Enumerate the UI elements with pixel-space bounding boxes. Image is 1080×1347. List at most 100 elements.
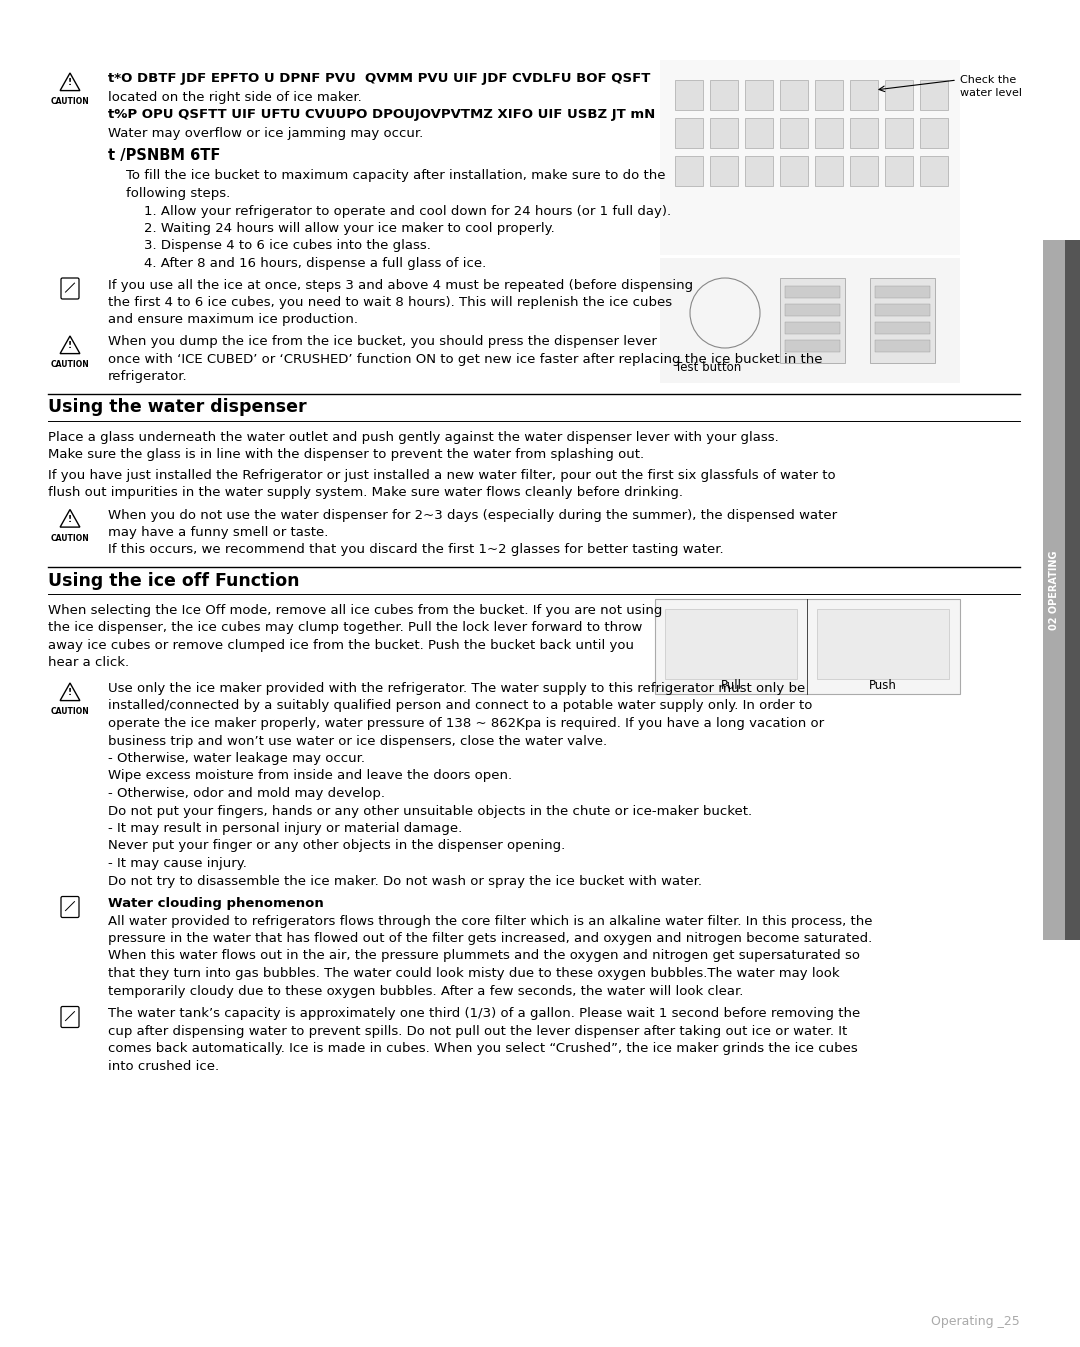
Text: 1. Allow your refrigerator to operate and cool down for 24 hours (or 1 full day): 1. Allow your refrigerator to operate an… — [144, 205, 671, 217]
Text: cup after dispensing water to prevent spills. Do not pull out the lever dispense: cup after dispensing water to prevent sp… — [108, 1025, 847, 1037]
Text: If you use all the ice at once, steps 3 and above 4 must be repeated (before dis: If you use all the ice at once, steps 3 … — [108, 279, 693, 291]
Text: !: ! — [68, 515, 72, 524]
Text: CAUTION: CAUTION — [51, 360, 90, 369]
Text: - Otherwise, water leakage may occur.: - Otherwise, water leakage may occur. — [108, 752, 365, 765]
Bar — [870, 277, 935, 362]
Bar — [850, 79, 878, 110]
Text: hear a click.: hear a click. — [48, 656, 130, 669]
Text: may have a funny smell or taste.: may have a funny smell or taste. — [108, 525, 328, 539]
Text: !: ! — [68, 341, 72, 350]
Bar — [785, 304, 840, 317]
Text: Place a glass underneath the water outlet and push gently against the water disp: Place a glass underneath the water outle… — [48, 431, 779, 443]
Text: When this water flows out in the air, the pressure plummets and the oxygen and n: When this water flows out in the air, th… — [108, 950, 860, 963]
Text: Using the water dispenser: Using the water dispenser — [48, 399, 307, 416]
Text: business trip and won’t use water or ice dispensers, close the water valve.: business trip and won’t use water or ice… — [108, 734, 607, 748]
Text: Use only the ice maker provided with the refrigerator. The water supply to this : Use only the ice maker provided with the… — [108, 682, 806, 695]
Text: Test button: Test button — [675, 361, 741, 374]
Text: water level: water level — [960, 88, 1022, 98]
Text: Push: Push — [869, 679, 896, 692]
Text: Wipe excess moisture from inside and leave the doors open.: Wipe excess moisture from inside and lea… — [108, 769, 512, 783]
Text: the first 4 to 6 ice cubes, you need to wait 8 hours). This will replenish the i: the first 4 to 6 ice cubes, you need to … — [108, 296, 672, 308]
Bar — [654, 599, 960, 694]
Text: Never put your finger or any other objects in the dispenser opening.: Never put your finger or any other objec… — [108, 839, 565, 853]
Bar — [885, 79, 913, 110]
Text: !: ! — [68, 78, 72, 88]
Bar — [875, 339, 930, 352]
Bar — [1043, 240, 1065, 940]
Text: - It may result in personal injury or material damage.: - It may result in personal injury or ma… — [108, 822, 462, 835]
Bar — [885, 156, 913, 186]
Text: When you dump the ice from the ice bucket, you should press the dispenser lever: When you dump the ice from the ice bucke… — [108, 335, 657, 348]
Text: Operating _25: Operating _25 — [931, 1315, 1020, 1328]
Text: and ensure maximum ice production.: and ensure maximum ice production. — [108, 314, 357, 326]
Text: the ice dispenser, the ice cubes may clump together. Pull the lock lever forward: the ice dispenser, the ice cubes may clu… — [48, 621, 643, 634]
Bar — [660, 61, 960, 255]
Bar — [920, 79, 948, 110]
Text: into crushed ice.: into crushed ice. — [108, 1060, 219, 1072]
Text: CAUTION: CAUTION — [51, 97, 90, 106]
Text: operate the ice maker properly, water pressure of 138 ~ 862Kpa is required. If y: operate the ice maker properly, water pr… — [108, 717, 824, 730]
Bar — [785, 286, 840, 298]
Bar — [780, 119, 808, 148]
Text: once with ‘ICE CUBED’ or ‘CRUSHED’ function ON to get new ice faster after repla: once with ‘ICE CUBED’ or ‘CRUSHED’ funct… — [108, 353, 823, 365]
Text: When selecting the Ice Off mode, remove all ice cubes from the bucket. If you ar: When selecting the Ice Off mode, remove … — [48, 603, 662, 617]
Text: The water tank’s capacity is approximately one third (1/3) of a gallon. Please w: The water tank’s capacity is approximate… — [108, 1008, 861, 1020]
Bar — [816, 609, 949, 679]
Text: 4. After 8 and 16 hours, dispense a full glass of ice.: 4. After 8 and 16 hours, dispense a full… — [144, 257, 486, 269]
Text: When you do not use the water dispenser for 2~3 days (especially during the summ: When you do not use the water dispenser … — [108, 509, 837, 521]
Bar — [920, 119, 948, 148]
Text: located on the right side of ice maker.: located on the right side of ice maker. — [108, 90, 362, 104]
Text: flush out impurities in the water supply system. Make sure water flows cleanly b: flush out impurities in the water supply… — [48, 486, 683, 498]
Bar — [665, 609, 797, 679]
Text: 2. Waiting 24 hours will allow your ice maker to cool properly.: 2. Waiting 24 hours will allow your ice … — [144, 222, 555, 234]
Text: Make sure the glass is in line with the dispenser to prevent the water from spla: Make sure the glass is in line with the … — [48, 449, 644, 461]
Bar — [920, 156, 948, 186]
Bar — [875, 286, 930, 298]
Text: To fill the ice bucket to maximum capacity after installation, make sure to do t: To fill the ice bucket to maximum capaci… — [126, 170, 665, 182]
Bar — [815, 156, 843, 186]
Text: Using the ice off Function: Using the ice off Function — [48, 572, 299, 590]
Bar — [675, 156, 703, 186]
Text: Do not try to disassemble the ice maker. Do not wash or spray the ice bucket wit: Do not try to disassemble the ice maker.… — [108, 874, 702, 888]
Text: t*O DBTF JDF EPFTO U DPNF PVU  QVMM PVU UIF JDF CVDLFU BOF QSFT: t*O DBTF JDF EPFTO U DPNF PVU QVMM PVU U… — [108, 71, 650, 85]
Bar — [675, 79, 703, 110]
Text: t /PSNBM 6TF: t /PSNBM 6TF — [108, 148, 220, 163]
Bar — [745, 156, 773, 186]
Text: Pull: Pull — [720, 679, 742, 692]
Bar — [1065, 240, 1080, 940]
Text: Check the: Check the — [960, 75, 1016, 85]
Bar — [815, 119, 843, 148]
Bar — [710, 156, 738, 186]
Bar — [885, 119, 913, 148]
Text: CAUTION: CAUTION — [51, 707, 90, 717]
Bar — [745, 79, 773, 110]
Bar — [815, 79, 843, 110]
Text: comes back automatically. Ice is made in cubes. When you select “Crushed”, the i: comes back automatically. Ice is made in… — [108, 1043, 858, 1055]
Text: !: ! — [68, 688, 72, 698]
Text: If this occurs, we recommend that you discard the first 1~2 glasses for better t: If this occurs, we recommend that you di… — [108, 543, 724, 556]
Bar — [785, 322, 840, 334]
Text: Water clouding phenomenon: Water clouding phenomenon — [108, 897, 324, 911]
Bar — [780, 277, 845, 362]
Text: - Otherwise, odor and mold may develop.: - Otherwise, odor and mold may develop. — [108, 787, 384, 800]
Bar — [780, 79, 808, 110]
Text: 02 OPERATING: 02 OPERATING — [1049, 551, 1059, 630]
Bar — [710, 119, 738, 148]
Bar — [710, 79, 738, 110]
Text: installed/connected by a suitably qualified person and connect to a potable wate: installed/connected by a suitably qualif… — [108, 699, 812, 713]
Text: that they turn into gas bubbles. The water could look misty due to these oxygen : that they turn into gas bubbles. The wat… — [108, 967, 839, 981]
Bar — [745, 119, 773, 148]
Text: Water may overflow or ice jamming may occur.: Water may overflow or ice jamming may oc… — [108, 127, 423, 140]
Bar — [780, 156, 808, 186]
Text: Do not put your fingers, hands or any other unsuitable objects in the chute or i: Do not put your fingers, hands or any ot… — [108, 804, 752, 818]
Bar — [850, 119, 878, 148]
Text: following steps.: following steps. — [126, 187, 230, 199]
Text: - It may cause injury.: - It may cause injury. — [108, 857, 247, 870]
Bar — [850, 156, 878, 186]
Text: temporarily cloudy due to these oxygen bubbles. After a few seconds, the water w: temporarily cloudy due to these oxygen b… — [108, 985, 743, 998]
Bar — [875, 304, 930, 317]
Text: t%P OPU QSFTT UIF UFTU CVUUPO DPOUJOVPVTMZ XIFO UIF USBZ JT mN: t%P OPU QSFTT UIF UFTU CVUUPO DPOUJOVPVT… — [108, 108, 656, 121]
Text: CAUTION: CAUTION — [51, 533, 90, 543]
Text: 3. Dispense 4 to 6 ice cubes into the glass.: 3. Dispense 4 to 6 ice cubes into the gl… — [144, 240, 431, 252]
Text: If you have just installed the Refrigerator or just installed a new water filter: If you have just installed the Refrigera… — [48, 469, 836, 481]
